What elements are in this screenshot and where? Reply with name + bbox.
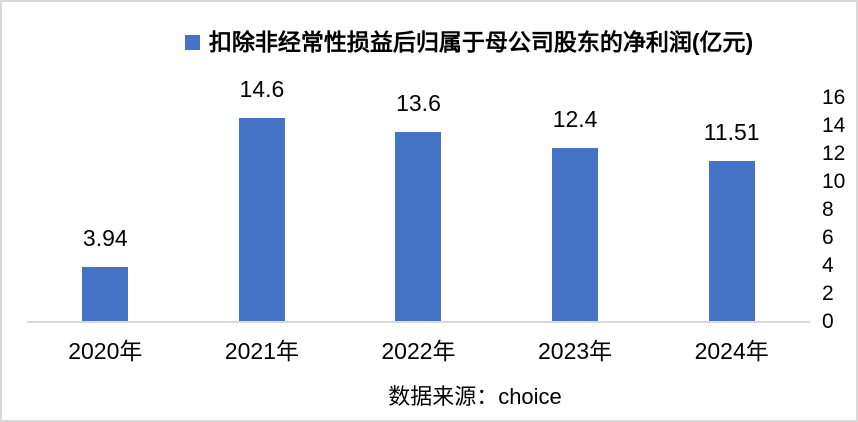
y-axis-tick-label: 4 (822, 254, 834, 277)
bar (395, 132, 442, 322)
y-axis-tick-label: 14 (822, 114, 846, 137)
bar (708, 161, 755, 322)
bar-value-label: 13.6 (396, 90, 441, 116)
bar-group: 12.4 (497, 98, 654, 322)
y-axis-tick-label: 0 (822, 310, 834, 333)
bar-group: 14.6 (184, 76, 341, 322)
x-axis-label: 2021年 (224, 338, 299, 364)
data-source-caption: 数据来源：choice (388, 384, 562, 409)
bar (82, 267, 129, 322)
bar-value-label: 3.94 (82, 225, 128, 251)
bar-group: 11.51 (653, 98, 810, 322)
y-axis-tick-label: 6 (822, 226, 834, 249)
y-axis-tick-label: 8 (822, 198, 834, 221)
bar-value-label: 11.51 (703, 119, 760, 145)
y-axis-tick-label: 12 (822, 142, 846, 165)
x-axis-labels: 2020年 2021年 2022年 2023年 2024年 (27, 336, 810, 366)
x-axis-label: 2020年 (68, 338, 143, 364)
y-axis-labels: 0 2 4 6 8 10 12 14 16 (822, 2, 856, 342)
bar-value-label: 12.4 (552, 106, 598, 132)
x-axis-label: 2022年 (381, 338, 456, 364)
y-axis-tick-label: 10 (822, 170, 846, 193)
x-axis-label: 2024年 (694, 338, 769, 364)
plot-area: 3.94 14.6 13.6 12.4 11.51 (27, 76, 810, 322)
bar (552, 148, 599, 322)
chart-legend: 扣除非经常性损益后归属于母公司股东的净利润(亿元) (2, 28, 856, 56)
bar-group: 13.6 (340, 90, 497, 322)
bar-group: 3.94 (27, 98, 184, 322)
x-axis-label: 2023年 (537, 338, 613, 364)
y-axis-tick-label: 2 (822, 282, 834, 305)
legend-label: 扣除非经常性损益后归属于母公司股东的净利润(亿元) (208, 29, 754, 55)
bar-value-label: 14.6 (239, 76, 285, 102)
y-axis-tick-label: 16 (822, 86, 846, 109)
x-axis-line (27, 321, 810, 323)
bar (238, 118, 285, 322)
legend-marker-icon (184, 34, 200, 50)
